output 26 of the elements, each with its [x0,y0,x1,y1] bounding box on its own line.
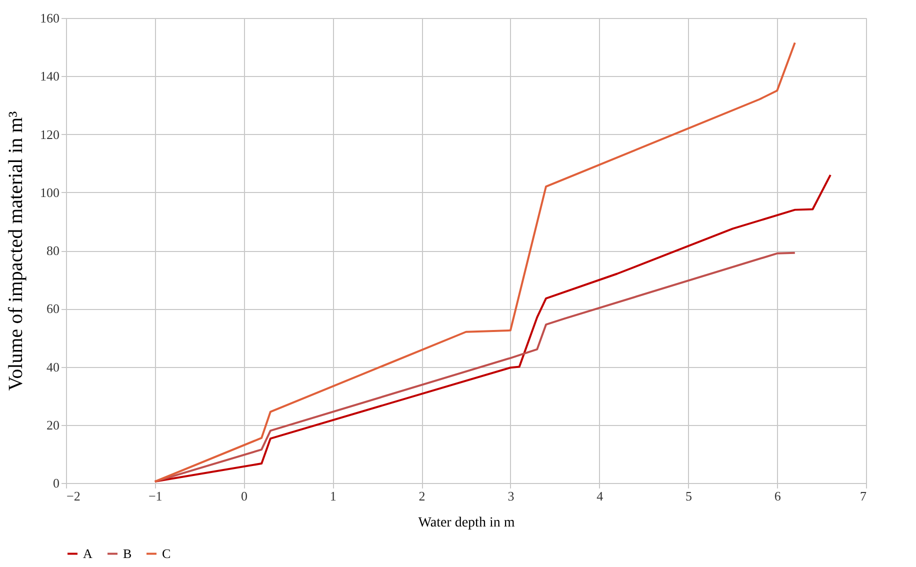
x-tick-label: 1 [330,488,336,504]
x-tick-label: 7 [860,488,867,504]
y-tick-label: 80 [46,243,60,258]
x-tick-label: 0 [241,488,248,504]
y-axis-title: Volume of impacted material in m³ [5,111,27,391]
legend-label: B [123,546,132,561]
y-tick-label: 140 [40,68,60,84]
y-tick-label: 100 [40,184,60,200]
line-series [154,174,832,483]
line-series [154,42,796,483]
x-tick-label: 2 [418,488,426,504]
y-tick-label: 60 [46,301,60,316]
legend-label: C [162,546,171,561]
x-axis-title: Water depth in m [418,516,515,530]
x-tick-label: 3 [508,488,514,504]
x-tick-label: 4 [596,488,604,504]
x-tick-label: −2 [66,488,80,504]
x-tick-label: 5 [685,488,692,504]
legend-label: A [83,546,93,561]
y-tick-label: 120 [40,126,60,142]
y-tick-label: 160 [40,10,60,26]
y-tick-label: 0 [53,476,60,490]
y-tick-label: 20 [46,417,60,432]
x-tick-label: −1 [148,488,162,504]
x-tick-label: 6 [774,488,782,504]
y-tick-label: 40 [46,359,60,374]
